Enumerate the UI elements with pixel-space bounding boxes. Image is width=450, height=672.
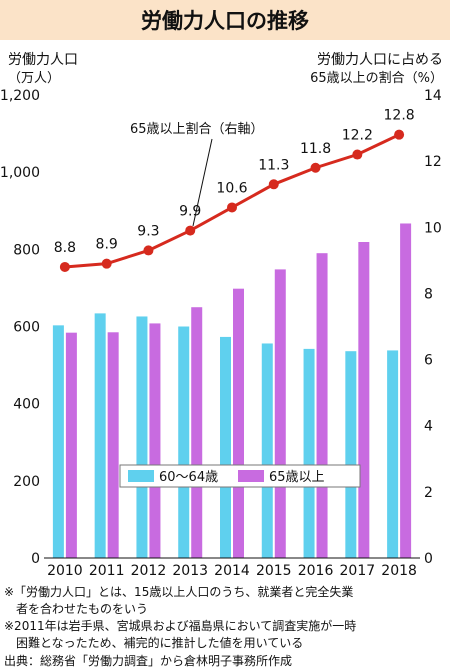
bar-60-64-2018: [387, 350, 399, 558]
source-note: 出典：総務省「労働力調査」から倉林明子事務所作成: [4, 653, 292, 668]
x-tick-label-2012: 2012: [131, 563, 167, 579]
left-tick-label: 1,200: [0, 88, 40, 104]
x-axis-ticks: 2010 2011 2012 2013 2014 2015 2016 2017 2018: [47, 563, 417, 579]
bar-60-64-2011: [94, 313, 106, 558]
x-tick-label-2018: 2018: [381, 563, 417, 579]
right-tick-label: 0: [424, 551, 433, 567]
left-tick-label: 1,000: [0, 165, 40, 181]
bar-60-64-2012: [136, 316, 148, 558]
left-tick-label: 800: [13, 242, 40, 258]
ratio-point-2016: [310, 162, 321, 173]
bar-60-64-2015: [261, 343, 273, 558]
left-axis-ticks: 0 200 400 600 800 1,000 1,200: [0, 88, 40, 567]
ratio-point-2013: [185, 225, 196, 236]
ratio-label-2017: 12.2: [342, 128, 373, 144]
x-tick-label-2016: 2016: [298, 563, 334, 579]
x-tick-label-2014: 2014: [214, 563, 250, 579]
ratio-line-annotation-label: 65歳以上割合（右軸）: [130, 121, 264, 137]
footnote-1: ※「労働力人口」とは、15歳以上人口のうち、就業者と完全失業: [4, 584, 353, 599]
ratio-label-2015: 11.3: [258, 157, 289, 173]
ratio-label-2010: 8.8: [54, 240, 76, 256]
ratio-point-2011: [101, 258, 112, 269]
right-tick-label: 8: [424, 286, 433, 302]
ratio-label-2012: 9.3: [137, 223, 159, 239]
ratio-label-2018: 12.8: [384, 108, 415, 124]
bar-60-64-2016: [303, 348, 315, 558]
x-tick-label-2015: 2015: [256, 563, 292, 579]
bar-60-64-2014: [220, 336, 231, 558]
left-axis-label-line2: （万人）: [8, 71, 60, 86]
right-tick-label: 6: [424, 353, 433, 369]
left-tick-label: 0: [31, 551, 40, 567]
left-tick-label: 200: [13, 474, 40, 490]
legend: 60〜64歳 65歳以上: [119, 464, 361, 488]
bar-65plus-2016: [316, 253, 328, 559]
footnote-1-cont: 者を合わせたものをいう: [4, 601, 148, 616]
ratio-point-2010: [59, 261, 70, 272]
legend-swatch-60-64: [128, 470, 154, 482]
left-tick-label: 400: [13, 397, 40, 413]
right-axis-label-line1: 労働力人口に占める: [317, 52, 443, 68]
bar-60-64-2017: [345, 351, 357, 558]
ratio-point-2015: [268, 179, 279, 190]
ratio-label-2013: 9.9: [179, 204, 201, 220]
ratio-line-annotation-leader: [192, 138, 213, 227]
title-bar: [0, 0, 450, 40]
ratio-point-2012: [143, 245, 154, 256]
right-tick-label: 10: [424, 220, 442, 236]
right-tick-label: 4: [424, 419, 433, 435]
bar-65plus-2013: [191, 307, 203, 558]
right-axis-label-line2: 65歳以上の割合（%）: [310, 70, 443, 86]
right-tick-label: 2: [424, 485, 433, 501]
ratio-label-2016: 11.8: [300, 141, 331, 157]
bar-65plus-2017: [358, 242, 370, 558]
bar-65plus-2014: [233, 288, 244, 558]
bar-65plus-2010: [65, 332, 77, 558]
bar-60-64-2013: [178, 326, 190, 558]
bars: [52, 223, 412, 559]
bar-60-64-2010: [52, 325, 64, 558]
ratio-point-2014: [227, 202, 237, 213]
x-tick-label-2013: 2013: [172, 563, 208, 579]
x-tick-label-2011: 2011: [89, 563, 125, 579]
right-tick-label: 12: [424, 154, 442, 170]
bar-65plus-2015: [274, 269, 286, 558]
x-tick-label-2017: 2017: [340, 563, 376, 579]
bar-65plus-2012: [149, 323, 161, 558]
left-tick-label: 600: [13, 320, 40, 336]
left-axis-label-line1: 労働力人口: [8, 52, 78, 68]
ratio-label-2014: 10.6: [216, 180, 247, 196]
ratio-point-2018: [394, 129, 405, 140]
legend-label-65plus: 65歳以上: [269, 470, 325, 485]
chart-title: 労働力人口の推移: [141, 9, 309, 33]
right-axis-ticks: 0 2 4 6 8 10 12 14: [424, 88, 442, 567]
bar-65plus-2011: [107, 332, 119, 558]
bar-65plus-2018: [400, 223, 412, 559]
legend-label-60-64: 60〜64歳: [159, 470, 218, 485]
ratio-label-2011: 8.9: [96, 237, 118, 253]
ratio-line-layer: 8.8 8.9 9.3 9.9 10.6 11.3 11.8 12.2 12.8: [54, 108, 415, 272]
footnotes: ※「労働力人口」とは、15歳以上人口のうち、就業者と完全失業 者を合わせたものを…: [4, 584, 356, 668]
x-tick-label-2010: 2010: [47, 563, 83, 579]
ratio-point-2017: [352, 149, 363, 160]
footnote-2-cont: 困難となったため、補完的に推計した値を用いている: [4, 635, 303, 650]
ratio-line-annotation: 65歳以上割合（右軸）: [130, 121, 264, 227]
footnote-2: ※2011年は岩手県、宮城県および福島県において調査実施が一時: [4, 618, 356, 633]
right-tick-label: 14: [424, 88, 442, 104]
legend-swatch-65plus: [238, 470, 264, 482]
